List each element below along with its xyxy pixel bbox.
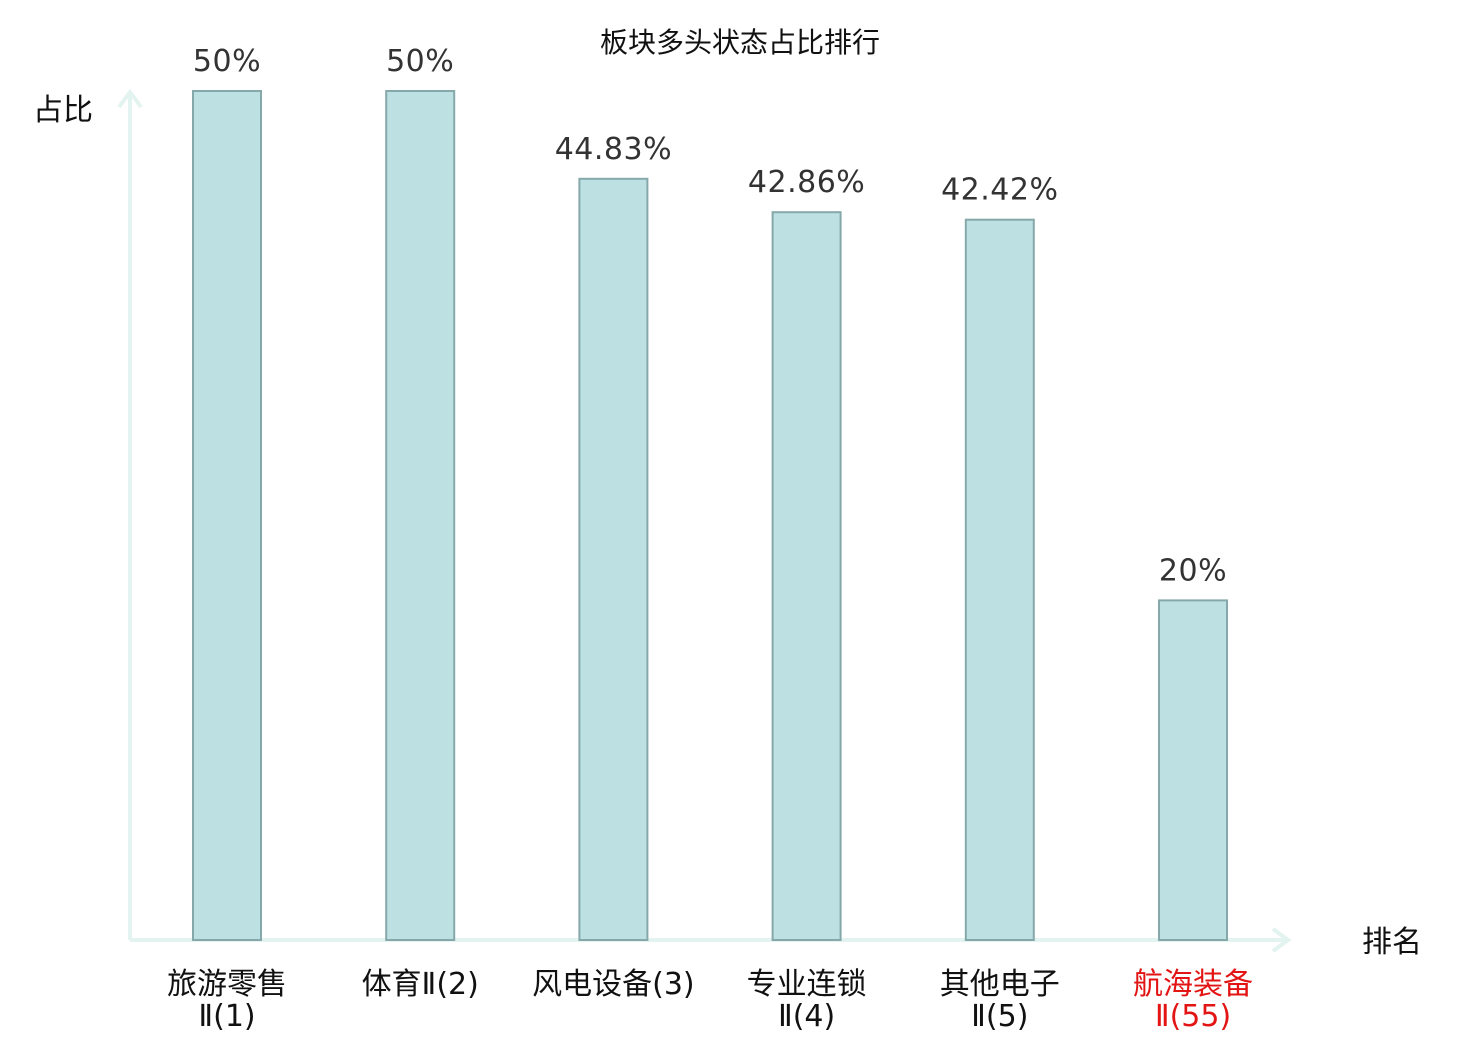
x-tick-label: Ⅱ(5) xyxy=(971,999,1028,1034)
x-axis-label: 排名 xyxy=(1362,925,1422,960)
x-tick-label: 航海装备 xyxy=(1133,967,1253,1002)
bar xyxy=(964,218,1035,941)
x-tick-label: Ⅱ(55) xyxy=(1155,999,1231,1034)
y-axis-label: 占比 xyxy=(33,93,93,128)
chart-title: 板块多头状态占比排行 xyxy=(600,26,880,59)
bar xyxy=(385,90,456,941)
bar-value-label: 42.42% xyxy=(941,173,1058,208)
bar xyxy=(771,211,842,941)
bar xyxy=(578,177,649,942)
bar-value-label: 50% xyxy=(386,44,454,79)
bar-value-label: 20% xyxy=(1159,553,1227,588)
bar-group xyxy=(192,90,1228,942)
x-tick-label: 体育Ⅱ(2) xyxy=(362,967,479,1002)
x-tick-label: 专业连锁 xyxy=(747,967,867,1002)
bar-value-label: 42.86% xyxy=(748,165,865,200)
x-tick-label: 旅游零售 xyxy=(167,967,287,1002)
bar xyxy=(192,90,262,941)
value-label-group: 50% 50% 44.83% 42.86% 42.42% 20% xyxy=(193,44,1227,588)
bar-value-label: 44.83% xyxy=(555,132,672,167)
bar-value-label: 50% xyxy=(193,44,261,79)
x-tick-label: Ⅱ(4) xyxy=(778,999,835,1034)
axes xyxy=(117,88,1292,953)
bar xyxy=(1158,599,1228,942)
y-axis-arrow xyxy=(117,88,143,109)
x-axis-arrow xyxy=(1271,927,1292,953)
x-tick-label: 其他电子 xyxy=(940,967,1060,1002)
x-tick-label: 风电设备(3) xyxy=(532,967,695,1002)
x-tick-label: Ⅱ(1) xyxy=(198,999,255,1034)
